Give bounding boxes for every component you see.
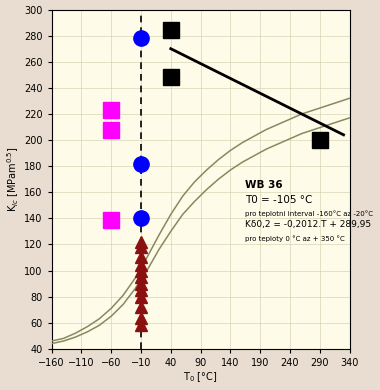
Text: T0 = -105 °C: T0 = -105 °C (245, 195, 313, 205)
Text: Kδ0,2 = -0,2012.T + 289,95: Kδ0,2 = -0,2012.T + 289,95 (245, 220, 371, 229)
Text: pro teploty 0 °C az + 350 °C: pro teploty 0 °C az + 350 °C (245, 235, 345, 241)
Text: WB 36: WB 36 (245, 180, 283, 190)
X-axis label: T$_0$ [°C]: T$_0$ [°C] (184, 370, 218, 385)
Y-axis label: K$_{Ic}$ [MPam$^{0.5}$]: K$_{Ic}$ [MPam$^{0.5}$] (6, 146, 21, 212)
Text: pro teplotni interval -160°C az -20°C: pro teplotni interval -160°C az -20°C (245, 210, 373, 217)
